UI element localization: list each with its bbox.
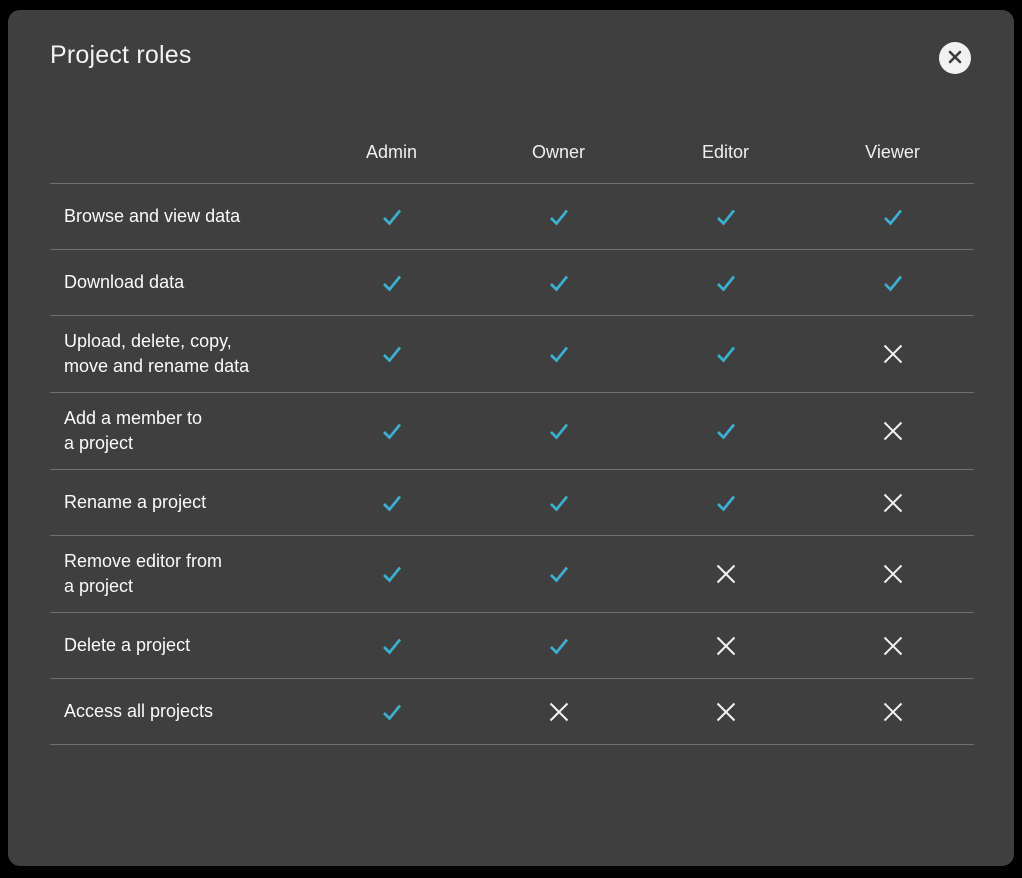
permission-cell-editor [642, 563, 809, 585]
cross-icon [882, 563, 904, 585]
permission-label: Delete a project [64, 635, 191, 655]
check-icon [380, 563, 404, 585]
permission-label: Upload, delete, copy, move and rename da… [64, 331, 250, 376]
cross-icon [715, 563, 737, 585]
project-roles-dialog: Project roles Admin Owner Editor Viewer … [8, 10, 1014, 866]
permission-label: Access all projects [64, 701, 214, 721]
column-header-viewer: Viewer [865, 142, 920, 162]
check-icon [547, 635, 571, 657]
check-icon [380, 343, 404, 365]
check-icon [881, 206, 905, 228]
permission-cell-admin [308, 563, 475, 585]
permission-cell-admin [308, 206, 475, 228]
permission-cell-admin [308, 635, 475, 657]
check-icon [547, 206, 571, 228]
permission-cell-viewer [809, 701, 976, 723]
close-icon [947, 49, 963, 68]
check-icon [714, 420, 738, 442]
column-header-editor: Editor [701, 142, 750, 162]
cross-icon [548, 701, 570, 723]
table-row: Add a member to a project [50, 393, 974, 470]
check-icon [881, 272, 905, 294]
table-row: Remove editor from a project [50, 536, 974, 613]
permission-label: Browse and view data [64, 206, 241, 226]
table-row: Download data [50, 250, 974, 316]
table-header-row: Admin Owner Editor Viewer [50, 122, 974, 184]
permission-cell-owner [475, 563, 642, 585]
permission-label: Rename a project [64, 492, 207, 512]
permission-label: Download data [64, 272, 185, 292]
table-body: Browse and view data Download data Uploa… [50, 184, 974, 745]
cross-icon [882, 701, 904, 723]
permission-cell-viewer [809, 563, 976, 585]
check-icon [714, 272, 738, 294]
check-icon [380, 272, 404, 294]
check-icon [547, 563, 571, 585]
check-icon [714, 343, 738, 365]
permission-cell-viewer [809, 343, 976, 365]
permission-cell-editor [642, 420, 809, 442]
cross-icon [882, 492, 904, 514]
table-row: Rename a project [50, 470, 974, 536]
check-icon [380, 701, 404, 723]
check-icon [547, 343, 571, 365]
permission-label: Remove editor from a project [64, 551, 223, 596]
table-row: Browse and view data [50, 184, 974, 250]
permission-cell-editor [642, 343, 809, 365]
permission-cell-editor [642, 206, 809, 228]
check-icon [380, 492, 404, 514]
check-icon [714, 206, 738, 228]
check-icon [714, 492, 738, 514]
permission-cell-owner [475, 492, 642, 514]
permission-cell-viewer [809, 635, 976, 657]
permission-cell-admin [308, 272, 475, 294]
cross-icon [715, 701, 737, 723]
cross-icon [882, 635, 904, 657]
cross-icon [715, 635, 737, 657]
check-icon [547, 272, 571, 294]
permission-cell-viewer [809, 272, 976, 294]
permission-cell-admin [308, 343, 475, 365]
column-header-owner: Owner [531, 142, 585, 162]
permission-cell-editor [642, 272, 809, 294]
permission-cell-editor [642, 701, 809, 723]
permission-cell-owner [475, 420, 642, 442]
table-row: Access all projects [50, 679, 974, 745]
permission-cell-owner [475, 206, 642, 228]
permission-cell-admin [308, 492, 475, 514]
table-row: Upload, delete, copy, move and rename da… [50, 316, 974, 393]
column-header-admin: Admin [365, 142, 418, 162]
permission-cell-viewer [809, 492, 976, 514]
permission-cell-editor [642, 492, 809, 514]
permission-cell-viewer [809, 206, 976, 228]
check-icon [547, 420, 571, 442]
permission-cell-owner [475, 635, 642, 657]
permission-cell-admin [308, 701, 475, 723]
check-icon [380, 206, 404, 228]
cross-icon [882, 420, 904, 442]
table-row: Delete a project [50, 613, 974, 679]
cross-icon [882, 343, 904, 365]
check-icon [547, 492, 571, 514]
permission-cell-viewer [809, 420, 976, 442]
permission-cell-admin [308, 420, 475, 442]
check-icon [380, 635, 404, 657]
close-button[interactable] [939, 42, 971, 74]
permission-cell-owner [475, 272, 642, 294]
dialog-title: Project roles [50, 41, 192, 69]
permission-cell-editor [642, 635, 809, 657]
roles-permission-table: Admin Owner Editor Viewer Browse and vie… [50, 122, 974, 745]
permission-cell-owner [475, 343, 642, 365]
check-icon [380, 420, 404, 442]
permission-label: Add a member to a project [64, 408, 203, 453]
permission-cell-owner [475, 701, 642, 723]
